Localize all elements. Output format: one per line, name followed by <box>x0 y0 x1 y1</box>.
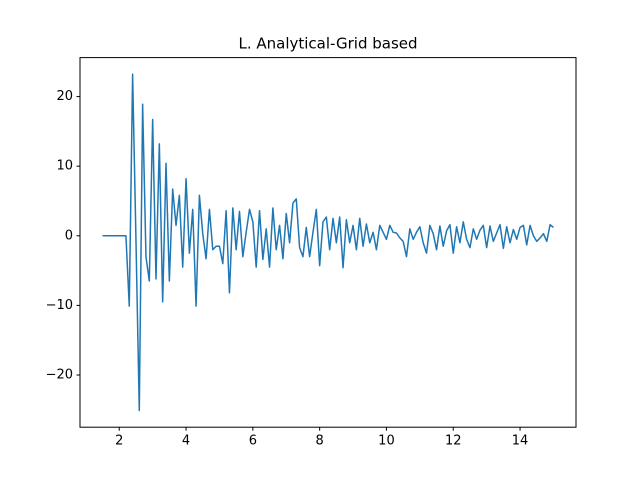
y-tick-label: 20 <box>56 89 73 104</box>
x-tick-label: 6 <box>249 434 257 449</box>
y-tick-label: 10 <box>56 159 73 174</box>
x-tick-label: 8 <box>316 434 324 449</box>
x-tick-label: 12 <box>445 434 462 449</box>
x-tick-label: 4 <box>182 434 190 449</box>
axes-frame <box>79 57 577 428</box>
y-tick-label: −20 <box>46 367 73 382</box>
x-tick-label: 14 <box>512 434 529 449</box>
y-tick-label: 0 <box>65 228 73 243</box>
chart-title: L. Analytical-Grid based <box>238 35 417 53</box>
y-tick-label: −10 <box>46 298 73 313</box>
x-tick-label: 2 <box>115 434 123 449</box>
data-line <box>102 73 554 412</box>
x-tick-label: 10 <box>378 434 395 449</box>
